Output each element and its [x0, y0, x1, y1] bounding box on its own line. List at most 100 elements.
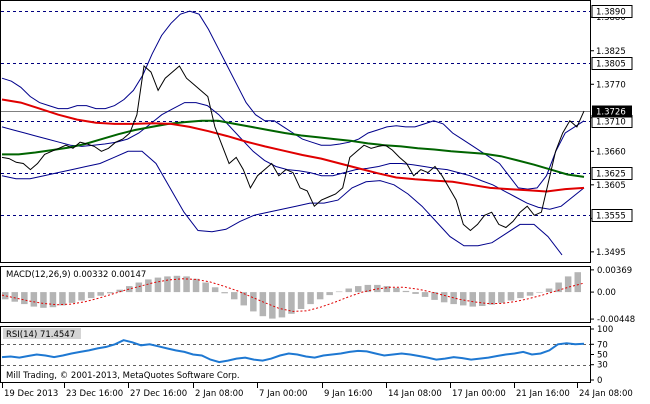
y-tick-label: 1.3660 — [596, 147, 626, 157]
y-tick-label: 0.00369 — [597, 266, 632, 276]
macd-bar — [21, 292, 28, 305]
macd-bar — [49, 292, 57, 308]
rsi-title-box — [3, 328, 81, 339]
level-label-box — [591, 167, 633, 180]
macd-histogram — [2, 272, 581, 319]
macd-bar — [164, 276, 171, 293]
macd-bar — [431, 292, 438, 300]
x-tick-label: 27 Dec 16:00 — [130, 389, 187, 399]
current-price-box — [592, 105, 632, 118]
macd-bar — [231, 292, 238, 300]
macd-bar — [192, 278, 200, 293]
macd-bar — [259, 292, 267, 317]
macd-bar — [498, 292, 505, 303]
y-tick-label: 30 — [597, 361, 608, 371]
macd-bar — [278, 292, 286, 318]
macd-bar — [412, 292, 419, 294]
macd-bar — [135, 282, 143, 293]
macd-bar — [450, 292, 457, 305]
x-tick-label: 21 Jan 16:00 — [516, 389, 570, 399]
series-bollinger-lower — [1, 150, 563, 256]
level-label: 1.3555 — [596, 212, 626, 222]
series-ma-green — [2, 119, 585, 178]
macd-bar — [364, 284, 372, 293]
series-bollinger-upper — [1, 10, 585, 190]
macd-bar — [250, 292, 257, 312]
macd-bar — [564, 276, 572, 293]
level-label: 1.3805 — [596, 60, 626, 70]
y-tick-label: 1.3880 — [596, 13, 626, 23]
series-bollinger-middle — [1, 102, 585, 210]
macd-bar — [440, 292, 448, 303]
level-label: 1.3710 — [596, 118, 626, 128]
macd-bar — [269, 292, 276, 319]
macd-bar — [316, 292, 324, 300]
macd-signal-polyline — [1, 278, 585, 312]
x-tick-label: 9 Jan 16:00 — [324, 389, 372, 399]
y-tick-label: 0 — [597, 376, 602, 386]
rsi-line — [1, 339, 585, 364]
macd-bar — [345, 288, 352, 293]
macd-bar — [555, 282, 562, 293]
macd-bar — [145, 279, 152, 292]
copyright-text: Mill Trading, © 2001-2013, MetaQuotes So… — [6, 371, 240, 381]
macd-signal-line — [1, 278, 585, 312]
level-label: 1.3890 — [596, 8, 626, 18]
macd-bar — [488, 292, 496, 305]
x-tick-label: 14 Jan 08:00 — [388, 389, 442, 399]
macd-bar — [202, 282, 209, 293]
macd-bar — [240, 292, 247, 306]
current-price-label: 1.3726 — [596, 108, 626, 118]
macd-title: MACD(12,26,9) 0.00332 0.00147 — [6, 270, 146, 280]
x-tick-label: 17 Jan 00:00 — [452, 389, 506, 399]
macd-bar — [183, 276, 190, 293]
macd-bar — [11, 292, 18, 302]
level-label-box — [591, 5, 633, 18]
macd-bar — [288, 292, 295, 314]
y-tick-label: 100 — [597, 325, 613, 335]
macd-bar — [355, 286, 362, 293]
macd-bar — [297, 292, 305, 309]
macd-bar — [126, 286, 133, 293]
x-tick-label: 7 Jan 00:00 — [259, 389, 307, 399]
y-tick-label: -0.00448 — [597, 315, 635, 325]
macd-bar — [307, 292, 314, 305]
macd-bar — [393, 287, 400, 293]
macd-bar — [421, 292, 429, 297]
macd-bar — [107, 292, 114, 294]
y-tick-label: 1.3495 — [596, 248, 626, 258]
price-panel-frame — [0, 0, 591, 263]
price-series-group — [1, 10, 585, 256]
macd-bar — [526, 292, 534, 296]
macd-bar — [383, 286, 391, 293]
macd-bar — [211, 287, 219, 293]
macd-bar — [116, 289, 123, 293]
macd-bar — [479, 292, 486, 306]
rsi-polyline — [1, 339, 585, 364]
x-axis: 19 Dec 2013 23 Dec 16:00 27 Dec 16:00 2 Jan… — [2, 383, 633, 399]
macd-bar — [2, 292, 9, 300]
macd-bar — [335, 291, 343, 293]
rsi-title: RSI(14) 71.4547 — [6, 330, 75, 340]
price-level-lines — [1, 11, 590, 216]
x-tick-label: 2 Jan 08:00 — [195, 389, 243, 399]
macd-bar — [545, 288, 553, 293]
y-tick-label: 1.3825 — [596, 47, 626, 57]
level-label-box — [591, 57, 633, 70]
macd-bar — [574, 272, 581, 293]
macd-bar — [154, 277, 162, 293]
x-tick-label: 24 Jan 08:00 — [579, 389, 633, 399]
macd-y-axis: 0.00369 0.00 -0.00448 — [590, 266, 635, 325]
macd-bar — [536, 292, 543, 293]
macd-bar — [221, 292, 228, 294]
y-tick-label: 1.3770 — [596, 80, 626, 90]
macd-bar — [517, 292, 524, 299]
x-tick-label: 19 Dec 2013 — [4, 389, 58, 399]
macd-bar — [173, 275, 181, 293]
y-tick-label: 1.3605 — [596, 181, 626, 191]
y-tick-label: 0.00 — [597, 288, 616, 298]
level-label-box — [591, 209, 633, 222]
macd-bar — [507, 292, 515, 301]
